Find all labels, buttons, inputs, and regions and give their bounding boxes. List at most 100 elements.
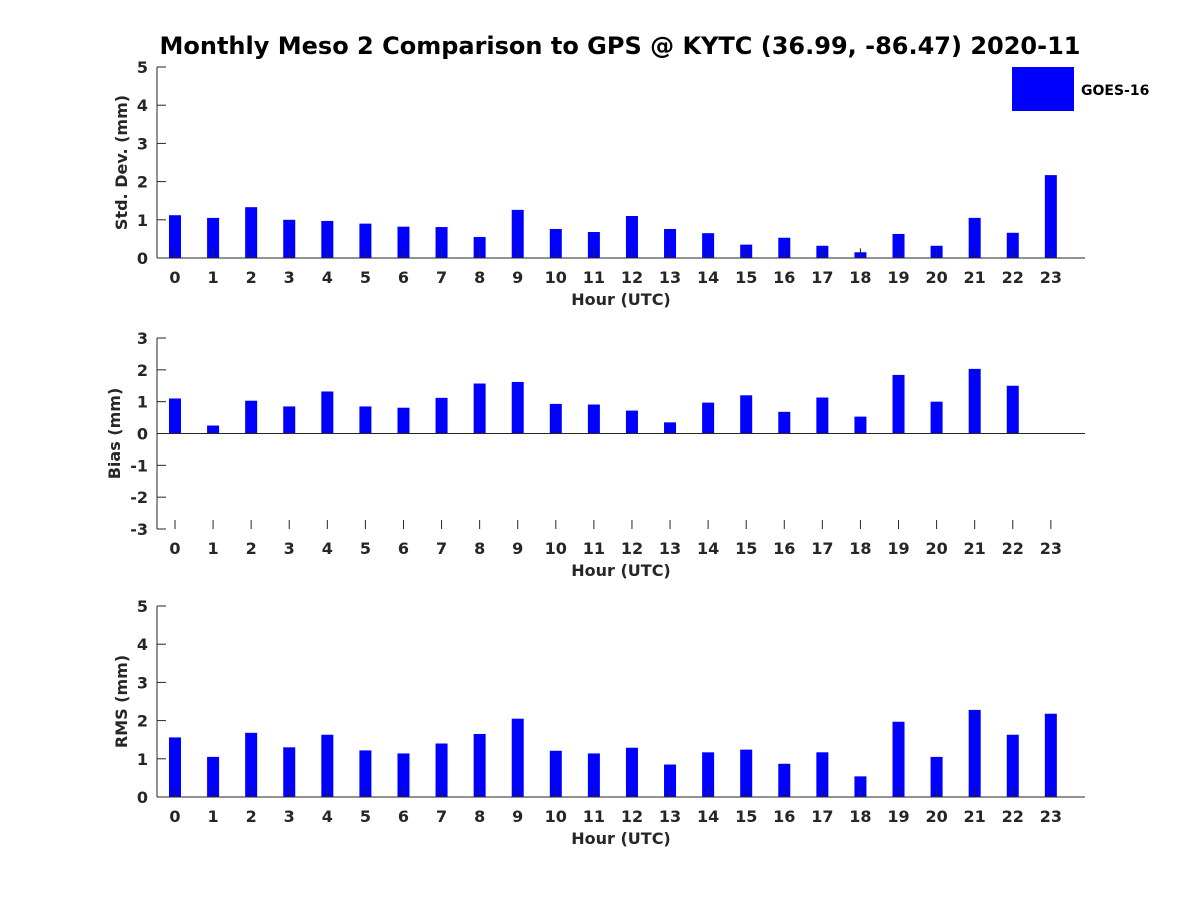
x-tick-label: 10 — [545, 539, 567, 558]
bar-hour-4 — [321, 734, 334, 797]
x-tick-label: 1 — [208, 807, 219, 826]
x-tick-label: 13 — [659, 539, 681, 558]
chart-title: Monthly Meso 2 Comparison to GPS @ KYTC … — [160, 32, 1081, 60]
bar-hour-9 — [511, 718, 524, 797]
bar-hour-22 — [1006, 232, 1019, 258]
x-tick-label: 2 — [246, 268, 257, 287]
bar-hour-1 — [207, 756, 220, 797]
x-tick-label: 12 — [621, 807, 643, 826]
x-tick-label: 4 — [322, 807, 333, 826]
bar-hour-10 — [549, 750, 562, 797]
x-tick-label: 16 — [773, 539, 795, 558]
x-tick-label: 18 — [849, 268, 871, 287]
x-tick-label: 9 — [512, 539, 523, 558]
x-tick-label: 8 — [474, 268, 485, 287]
bar-hour-6 — [397, 226, 410, 258]
bar-hour-3 — [283, 747, 296, 797]
x-tick-label: 14 — [697, 268, 719, 287]
bar-hour-9 — [511, 381, 524, 434]
x-tick-label: 1 — [208, 539, 219, 558]
bar-hour-12 — [625, 747, 638, 797]
bar-hour-11 — [587, 232, 600, 258]
bar-hour-3 — [283, 406, 296, 434]
bar-hour-10 — [549, 403, 562, 434]
y-tick-label: -3 — [130, 520, 148, 539]
x-tick-label: 9 — [512, 807, 523, 826]
bar-hour-18 — [854, 416, 867, 434]
x-tick-label: 21 — [964, 807, 986, 826]
bar-hour-0 — [169, 737, 181, 797]
y-tick-label: 1 — [137, 750, 148, 769]
x-tick-label: 20 — [925, 268, 947, 287]
bar-hour-5 — [359, 750, 372, 797]
x-tick-label: 5 — [360, 539, 371, 558]
legend-swatch — [1012, 67, 1074, 111]
x-tick-label: 21 — [964, 268, 986, 287]
x-tick-label: 2 — [246, 807, 257, 826]
x-tick-label: 14 — [697, 539, 719, 558]
x-tick-label: 22 — [1002, 807, 1024, 826]
bar-hour-16 — [778, 237, 791, 258]
x-axis-label: Hour (UTC) — [571, 561, 671, 580]
y-axis-label: Bias (mm) — [105, 388, 124, 480]
y-tick-label: 0 — [137, 249, 148, 268]
x-tick-label: 6 — [398, 807, 409, 826]
x-tick-label: 17 — [811, 807, 833, 826]
x-tick-label: 23 — [1040, 807, 1062, 826]
x-tick-label: 20 — [925, 807, 947, 826]
bar-hour-1 — [207, 217, 220, 258]
x-tick-label: 20 — [925, 539, 947, 558]
x-tick-label: 11 — [583, 268, 605, 287]
x-tick-label: 17 — [811, 268, 833, 287]
x-tick-label: 7 — [436, 268, 447, 287]
x-tick-label: 4 — [322, 539, 333, 558]
x-tick-label: 3 — [284, 268, 295, 287]
x-tick-label: 13 — [659, 268, 681, 287]
x-tick-label: 17 — [811, 539, 833, 558]
bar-hour-19 — [892, 233, 905, 258]
y-tick-label: 0 — [137, 788, 148, 807]
bar-hour-19 — [892, 721, 905, 797]
x-tick-label: 5 — [360, 268, 371, 287]
x-tick-label: 13 — [659, 807, 681, 826]
bar-hour-22 — [1006, 734, 1019, 797]
y-tick-label: 3 — [137, 329, 148, 348]
x-tick-label: 12 — [621, 268, 643, 287]
y-axis-label: Std. Dev. (mm) — [112, 95, 131, 230]
bar-hour-20 — [930, 401, 943, 434]
y-tick-label: 2 — [137, 712, 148, 731]
bar-hour-4 — [321, 391, 334, 434]
bar-hour-6 — [397, 407, 410, 434]
bar-hour-17 — [816, 752, 829, 797]
y-tick-label: 3 — [137, 134, 148, 153]
x-axis-label: Hour (UTC) — [571, 290, 671, 309]
bar-hour-20 — [930, 756, 943, 797]
x-tick-label: 8 — [474, 539, 485, 558]
y-tick-label: -1 — [130, 456, 148, 475]
bar-hour-5 — [359, 223, 372, 258]
bar-hour-3 — [283, 219, 296, 258]
bar-hour-12 — [625, 215, 638, 258]
y-axis-label: RMS (mm) — [112, 655, 131, 748]
x-tick-label: 3 — [284, 807, 295, 826]
x-tick-label: 7 — [436, 539, 447, 558]
bar-hour-10 — [549, 228, 562, 258]
y-tick-label: -2 — [130, 488, 148, 507]
x-tick-label: 15 — [735, 539, 757, 558]
bar-hour-13 — [664, 422, 677, 434]
bar-hour-13 — [664, 764, 677, 797]
x-tick-label: 15 — [735, 807, 757, 826]
bar-hour-7 — [435, 743, 448, 797]
bar-hour-16 — [778, 411, 791, 434]
x-tick-label: 14 — [697, 807, 719, 826]
y-tick-label: 1 — [137, 393, 148, 412]
y-tick-label: 1 — [137, 211, 148, 230]
y-tick-label: 5 — [137, 597, 148, 616]
x-tick-label: 3 — [284, 539, 295, 558]
y-tick-label: 0 — [137, 425, 148, 444]
y-tick-label: 4 — [137, 635, 148, 654]
x-tick-label: 21 — [964, 539, 986, 558]
x-tick-label: 8 — [474, 807, 485, 826]
